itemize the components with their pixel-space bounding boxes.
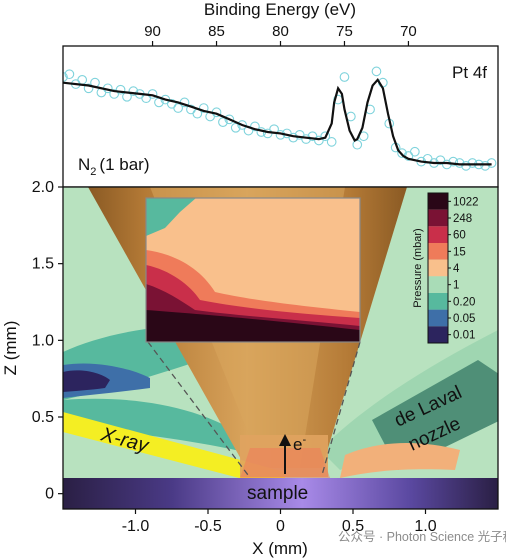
sample-bar xyxy=(63,478,498,509)
zoom-guide-right xyxy=(321,341,361,476)
sample-label: sample xyxy=(247,483,308,504)
z-tick-label-1: 0.5 xyxy=(32,409,54,426)
colorbar-level-2: 60 xyxy=(453,230,466,242)
data-point-25 xyxy=(218,117,228,127)
colorbar-swatch-7 xyxy=(428,309,448,327)
x-ray-beam xyxy=(63,412,285,490)
colorbar-level-5: 1 xyxy=(453,280,459,292)
colorbar-label: Pressure (mbar) xyxy=(412,228,424,307)
x-tick-label-1: -0.5 xyxy=(194,518,222,535)
data-point-46 xyxy=(352,139,363,150)
data-point-44 xyxy=(339,72,350,82)
pt-4f-label: Pt 4f xyxy=(452,63,487,82)
electron-arrowhead xyxy=(279,434,291,446)
top-tick-label-4: 70 xyxy=(400,23,417,40)
colorbar-level-1: 248 xyxy=(453,213,472,225)
colorbar-level-8: 0.01 xyxy=(453,330,475,342)
data-point-22 xyxy=(198,103,209,113)
colorbar-swatch-4 xyxy=(428,259,448,277)
x-tick-label-3: 0.5 xyxy=(342,518,364,535)
data-point-9 xyxy=(115,84,126,95)
z-tick-label-3: 1.5 xyxy=(32,256,54,273)
electron-label: e- xyxy=(293,434,306,454)
n2-label: N2 (1 bar) xyxy=(78,155,149,178)
electron-symbol: e xyxy=(293,435,302,454)
z-ticks: 0 0.5 1.0 1.5 2.0 xyxy=(32,179,63,503)
colorbar-swatch-3 xyxy=(428,243,448,260)
data-point-3 xyxy=(77,74,88,85)
data-point-49 xyxy=(371,66,382,77)
data-point-61 xyxy=(448,156,459,167)
data-point-11 xyxy=(128,86,139,96)
colorbar-level-3: 15 xyxy=(453,246,466,258)
data-point-64 xyxy=(467,158,478,168)
top-tick-label-0: 90 xyxy=(144,23,161,40)
de-laval-nozzle xyxy=(372,360,498,470)
pressure-colorbar: 1022 248 60 15 4 1 0.20 0.05 0.01 Pressure (mbar) xyxy=(412,192,479,344)
data-point-18 xyxy=(173,103,183,113)
data-point-27 xyxy=(230,122,241,133)
z-tick-label-4: 2.0 xyxy=(32,179,54,196)
data-point-1 xyxy=(64,69,75,80)
data-point-42 xyxy=(326,137,337,147)
spectrum-panel: Binding Energy (eV) 90 85 80 75 70 Pt 4f N2(… xyxy=(62,0,499,188)
data-point-53 xyxy=(397,148,407,159)
inset-teal-region xyxy=(146,198,196,236)
right-jet-region xyxy=(340,443,460,478)
colorbar-level-7: 0.05 xyxy=(453,313,475,325)
colorbar-swatch-6 xyxy=(428,293,448,310)
data-point-55 xyxy=(409,146,420,157)
left-wedge-dark xyxy=(63,370,110,392)
n2-label-symbol: N xyxy=(78,155,90,174)
colorbar-swatch-0 xyxy=(428,193,448,210)
left-wedge-lower xyxy=(63,398,250,452)
data-point-41 xyxy=(320,131,331,142)
x-tick-label-2: 0 xyxy=(276,518,285,535)
binding-energy-ticks: 90 85 80 75 70 xyxy=(144,23,417,46)
zoom-guide-left xyxy=(147,341,249,476)
colorbar-swatch-5 xyxy=(428,276,448,293)
colorbar-swatch-2 xyxy=(428,226,448,243)
watermark: 公众号 · Photon Science 光子科学 xyxy=(338,529,506,544)
data-point-63 xyxy=(461,161,471,171)
top-tick-label-2: 80 xyxy=(272,23,289,40)
top-tick-label-1: 85 xyxy=(208,23,225,40)
binding-energy-axis-label: Binding Energy (eV) xyxy=(204,0,356,19)
n2-label-subscript: 2 xyxy=(90,166,96,178)
colorbar-level-0: 1022 xyxy=(453,196,479,208)
data-point-4 xyxy=(83,83,94,94)
data-point-28 xyxy=(237,120,247,130)
zoom-inset xyxy=(145,197,361,343)
inset-frame xyxy=(145,197,361,343)
z-tick-label-2: 1.0 xyxy=(32,332,54,349)
data-point-30 xyxy=(250,121,260,132)
data-point-26 xyxy=(224,114,235,125)
z-axis-label: Z (mm) xyxy=(1,321,20,376)
data-point-66 xyxy=(480,161,491,171)
xps-fit-line xyxy=(63,77,492,166)
simulation-panel: 1022 248 60 15 4 1 0.20 0.05 0.01 Pressure (mbar)… xyxy=(1,179,499,558)
electron-superscript: - xyxy=(302,434,306,446)
data-point-67 xyxy=(486,158,497,168)
colorbar-level-6: 0.20 xyxy=(453,296,475,308)
inset-1022mbar xyxy=(146,310,360,342)
top-tick-label-3: 75 xyxy=(336,23,353,40)
x-tick-label-4: 1.0 xyxy=(414,518,436,535)
x-tick-label-0: -1.0 xyxy=(122,518,150,535)
colorbar-level-4: 4 xyxy=(453,263,460,275)
colorbar-swatch-8 xyxy=(428,326,448,343)
n2-label-pressure: (1 bar) xyxy=(99,155,149,174)
x-ticks: -1.0 -0.5 0 0.5 1.0 xyxy=(122,509,437,535)
colorbar-swatch-1 xyxy=(428,209,448,227)
z-tick-label-0: 0 xyxy=(45,486,54,503)
x-axis-label: X (mm) xyxy=(252,539,308,558)
